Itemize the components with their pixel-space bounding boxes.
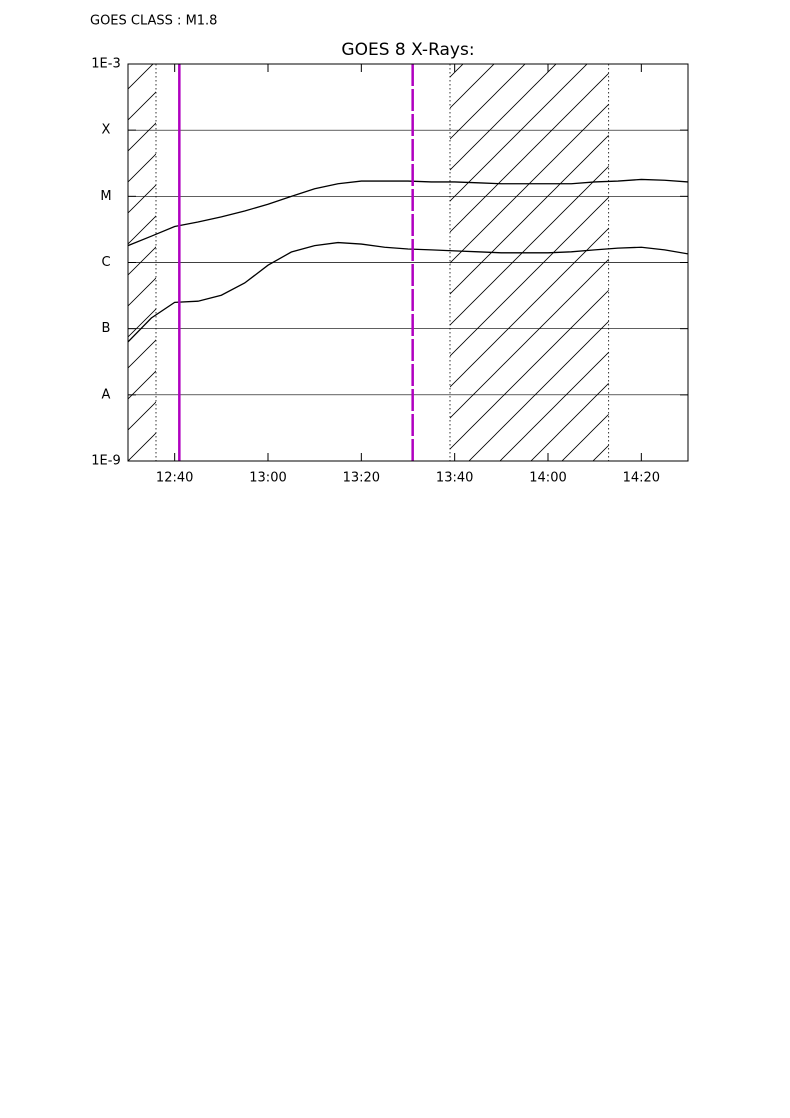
y-tick-label: B [102,321,111,336]
series-line [128,178,688,247]
plot-frame [127,63,689,462]
y-tick-label: 1E-9 [91,454,120,469]
chart-title: GOES 8 X-Rays: [341,40,474,60]
x-tick-label: 13:40 [436,471,473,486]
x-tick-label: 12:40 [156,471,193,486]
x-tick-label: 13:00 [249,471,286,486]
annotation: GOES CLASS : M1.8 [90,14,217,29]
x-tick-label: 14:00 [529,471,566,486]
data-layer [128,64,688,461]
y-tick-label: C [101,255,110,270]
label-layer: 1E-9 A B C M X 1E-3 12:40 13:00 13:20 13:40 14:00 14… [91,57,660,486]
x-tick-label: 14:20 [623,471,660,486]
y-tick-label: M [100,189,111,204]
y-tick-label: X [102,123,111,138]
x-tick-label: 13:20 [343,471,380,486]
y-tick-label: 1E-3 [91,57,120,72]
series-line [128,241,688,343]
y-tick-label: A [102,387,111,402]
